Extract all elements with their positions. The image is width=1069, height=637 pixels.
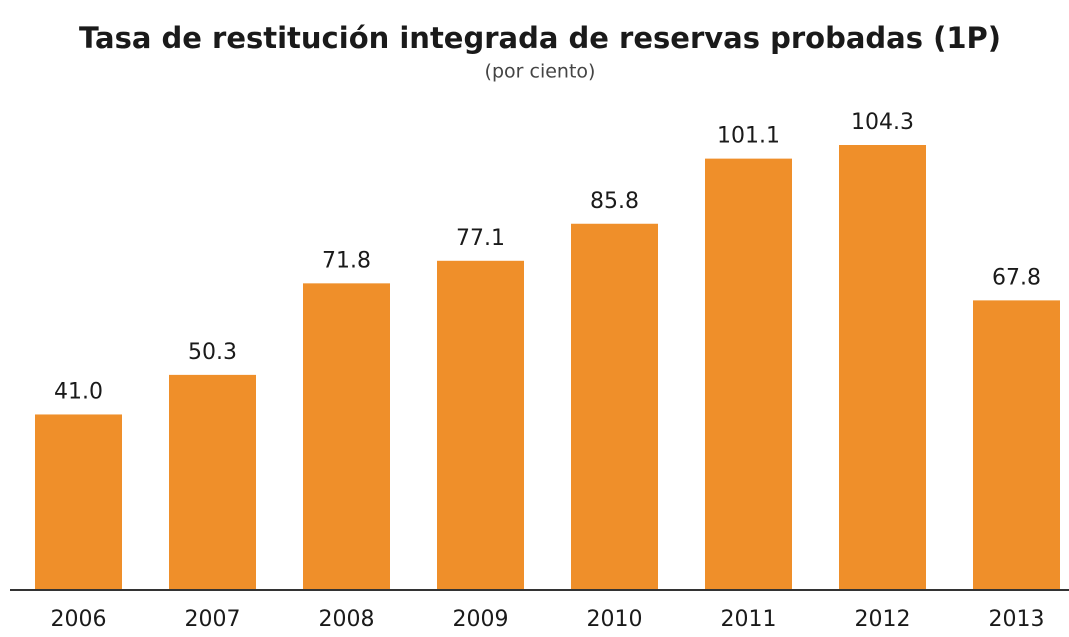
x-tick-label: 2012 <box>855 607 911 632</box>
value-label: 77.1 <box>456 226 505 251</box>
bar <box>973 300 1060 589</box>
value-label: 101.1 <box>717 124 780 149</box>
value-label: 104.3 <box>851 110 914 135</box>
bar <box>437 260 524 589</box>
x-tick-label: 2009 <box>453 607 509 632</box>
x-tick-label: 2008 <box>319 607 375 632</box>
bar <box>303 283 390 589</box>
x-tick-label: 2013 <box>989 607 1045 632</box>
bar <box>839 145 926 589</box>
x-tick-label: 2007 <box>185 607 241 632</box>
x-tick-label: 2006 <box>51 607 107 632</box>
bar <box>35 414 122 589</box>
x-tick-label: 2010 <box>587 607 643 632</box>
value-label: 41.0 <box>54 379 103 404</box>
bar <box>169 374 256 589</box>
value-label: 50.3 <box>188 340 237 365</box>
bar <box>571 223 658 589</box>
value-label: 71.8 <box>322 248 371 273</box>
chart-title: Tasa de restitución integrada de reserva… <box>79 21 1001 55</box>
x-tick-label: 2011 <box>721 607 777 632</box>
chart-subtitle: (por ciento) <box>485 61 596 83</box>
value-label: 67.8 <box>992 265 1041 290</box>
bar <box>705 158 792 589</box>
value-label: 85.8 <box>590 189 639 214</box>
